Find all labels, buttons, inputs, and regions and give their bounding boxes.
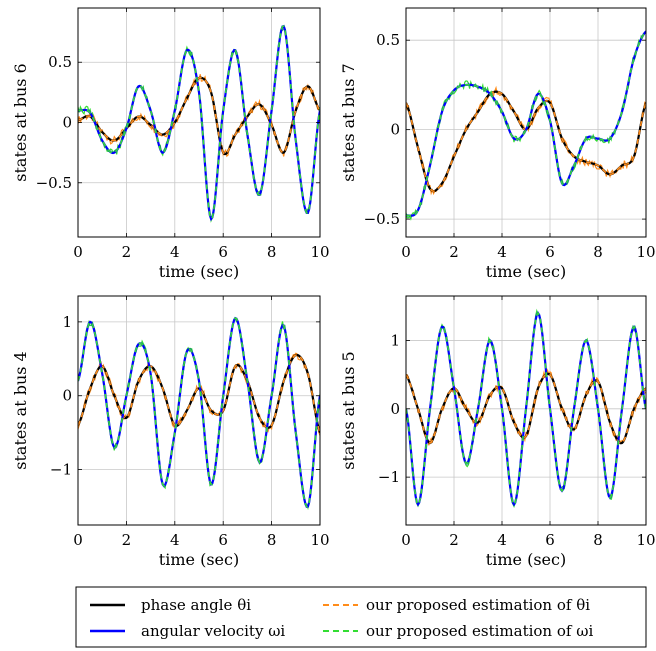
x-tick-label: 6: [545, 243, 555, 261]
legend-label-theta-est: our proposed estimation of θi: [366, 596, 590, 614]
y-tick-label: −0.5: [36, 174, 72, 192]
x-tick-label: 10: [636, 531, 655, 549]
legend: phase angle θi our proposed estimation o…: [75, 586, 647, 648]
x-tick-label: 2: [449, 531, 459, 549]
y-tick-label: 0: [390, 121, 400, 139]
x-tick-label: 8: [267, 243, 277, 261]
y-axis-label: states at bus 4: [11, 351, 30, 469]
x-tick-label: 0: [401, 531, 411, 549]
series-theta-estimate: [78, 76, 320, 155]
plot-area: [78, 316, 320, 511]
x-tick-label: 4: [170, 531, 180, 549]
subplot-3: 0 2 4 6 8 10 −1 0 1 time (sec) states at bus 4: [11, 295, 330, 569]
y-axis-label: states at bus 6: [11, 63, 30, 181]
estimate-noise-omega: [406, 31, 646, 221]
series-omega-estimate: [406, 311, 646, 507]
x-tick-label: 2: [122, 531, 132, 549]
y-tick-label: 1: [62, 313, 72, 331]
x-tick-label: 4: [170, 243, 180, 261]
y-tick-label: −0.5: [364, 210, 400, 228]
x-axis-label: time (sec): [486, 550, 566, 569]
y-axis-label: states at bus 7: [339, 63, 358, 181]
x-tick-label: 8: [267, 531, 277, 549]
y-tick-label: 0: [62, 387, 72, 405]
x-tick-label: 10: [310, 531, 329, 549]
subplot-1: 0 2 4 6 8 10 −0.5 0 0.5 time (sec) states at bus 6: [11, 7, 330, 281]
series-omega: [78, 316, 320, 509]
y-tick-label: 0: [62, 114, 72, 132]
y-tick-label: 0: [390, 400, 400, 418]
y-tick-label: 0.5: [376, 31, 400, 49]
y-tick-label: −1: [378, 468, 400, 486]
estimate-noise-omega: [78, 316, 320, 511]
legend-label-omega-est: our proposed estimation of ωi: [366, 622, 593, 640]
legend-label-omega: angular velocity ωi: [141, 622, 285, 640]
axes-frame: [405, 295, 647, 526]
y-tick-label: 1: [390, 331, 400, 349]
y-tick-label: 0.5: [48, 53, 72, 71]
x-tick-label: 2: [122, 243, 132, 261]
x-axis-label: time (sec): [159, 262, 239, 281]
legend-label-theta: phase angle θi: [141, 596, 251, 614]
axes-frame: [77, 295, 321, 526]
x-tick-label: 2: [449, 243, 459, 261]
x-tick-label: 0: [73, 531, 83, 549]
x-axis-label: time (sec): [486, 262, 566, 281]
y-axis-label: states at bus 5: [339, 351, 358, 469]
series-theta-estimate: [406, 372, 646, 445]
x-tick-label: 10: [310, 243, 329, 261]
plot-area: [78, 24, 320, 223]
series-theta-estimate: [78, 354, 320, 433]
subplot-4: 0 2 4 6 8 10 −1 0 1 time (sec) states at bus 5: [339, 295, 656, 569]
series-omega-estimate: [406, 30, 646, 217]
x-tick-label: 6: [218, 243, 228, 261]
x-tick-label: 4: [497, 531, 507, 549]
estimate-noise-omega: [78, 28, 320, 223]
axes-frame: [405, 7, 647, 238]
x-tick-label: 6: [218, 531, 228, 549]
x-tick-label: 8: [593, 243, 603, 261]
legend-box: [75, 586, 647, 648]
y-tick-label: −1: [50, 461, 72, 479]
x-tick-label: 10: [636, 243, 655, 261]
x-tick-label: 8: [593, 531, 603, 549]
series-theta: [78, 353, 320, 434]
x-tick-label: 6: [545, 531, 555, 549]
x-tick-label: 0: [73, 243, 83, 261]
series-omega-estimate: [78, 317, 320, 508]
x-axis-label: time (sec): [159, 550, 239, 569]
series-omega-estimate: [78, 25, 320, 221]
plot-area: [406, 308, 646, 509]
x-tick-label: 4: [497, 243, 507, 261]
series-omega: [406, 30, 646, 217]
x-tick-label: 0: [401, 243, 411, 261]
plot-area: [406, 30, 646, 221]
estimate-noise-theta: [406, 85, 646, 196]
